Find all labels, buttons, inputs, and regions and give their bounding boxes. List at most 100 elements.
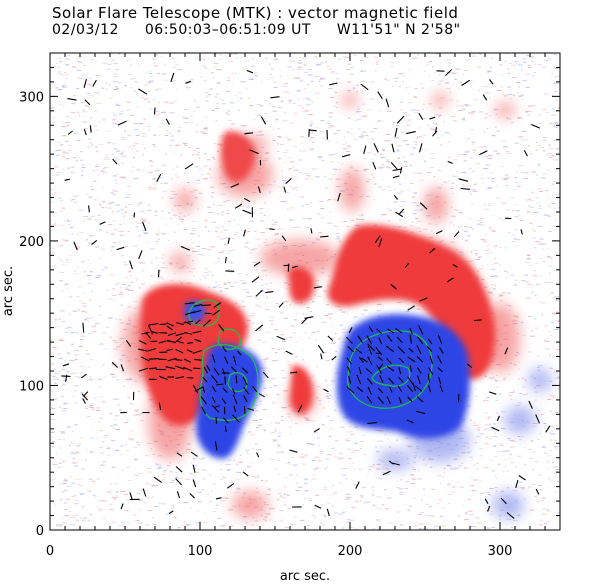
noise-speck <box>160 120 165 121</box>
field-vector <box>506 512 515 519</box>
noise-speck <box>228 237 232 239</box>
noise-speck <box>78 112 80 114</box>
noise-speck <box>463 70 469 71</box>
noise-speck <box>527 171 529 173</box>
noise-speck <box>62 168 65 170</box>
noise-speck <box>293 187 299 188</box>
noise-speck <box>191 242 195 244</box>
noise-speck <box>120 137 125 139</box>
noise-speck <box>337 169 342 170</box>
noise-speck <box>91 144 94 146</box>
y-tick-label: 0 <box>36 524 44 539</box>
noise-speck <box>271 422 272 424</box>
noise-speck <box>261 270 267 272</box>
noise-speck <box>135 519 140 521</box>
noise-speck <box>215 227 221 229</box>
noise-speck <box>67 219 69 221</box>
field-vector <box>438 376 442 385</box>
noise-speck <box>207 206 211 208</box>
noise-speck <box>255 304 260 306</box>
noise-speck <box>471 141 476 143</box>
noise-speck <box>374 56 378 58</box>
noise-speck <box>483 429 487 431</box>
noise-speck <box>219 98 222 100</box>
noise-speck <box>96 103 102 104</box>
noise-speck <box>354 442 358 444</box>
noise-speck <box>325 396 329 398</box>
noise-speck <box>289 60 291 62</box>
noise-speck <box>252 261 257 263</box>
noise-speck <box>416 137 419 139</box>
noise-speck <box>388 161 392 163</box>
noise-speck <box>411 147 417 149</box>
noise-speck <box>168 240 170 242</box>
noise-speck <box>415 222 417 224</box>
noise-speck <box>319 79 321 81</box>
noise-speck <box>356 119 362 121</box>
noise-speck <box>463 104 468 106</box>
noise-speck <box>141 262 146 264</box>
noise-speck <box>456 171 458 173</box>
noise-speck <box>51 252 54 254</box>
noise-speck <box>72 462 77 464</box>
noise-speck <box>106 326 110 328</box>
field-vector <box>445 69 453 76</box>
noise-speck <box>269 459 275 461</box>
noise-speck <box>304 323 307 325</box>
noise-speck <box>116 182 118 184</box>
noise-speck <box>124 211 128 213</box>
noise-speck <box>94 495 97 497</box>
noise-speck <box>315 92 320 94</box>
noise-speck <box>408 505 413 507</box>
noise-speck <box>225 237 230 239</box>
noise-speck <box>61 290 64 292</box>
noise-speck <box>94 323 100 325</box>
field-vector <box>183 366 193 372</box>
noise-speck <box>109 203 111 205</box>
noise-speck <box>400 479 403 481</box>
noise-speck <box>311 334 313 336</box>
noise-speck <box>283 91 289 93</box>
noise-speck <box>469 514 474 516</box>
noise-speck <box>164 64 167 66</box>
noise-speck <box>239 454 242 456</box>
noise-speck <box>327 393 330 394</box>
noise-speck <box>187 182 190 183</box>
noise-speck <box>232 237 235 239</box>
noise-speck <box>269 192 271 194</box>
noise-speck <box>373 198 375 200</box>
noise-speck <box>268 487 271 489</box>
noise-speck <box>113 194 117 195</box>
noise-speck <box>478 256 482 258</box>
noise-speck <box>489 438 491 440</box>
field-vector <box>176 322 184 326</box>
noise-speck <box>61 522 66 524</box>
field-vector <box>376 328 383 335</box>
noise-speck <box>113 62 118 64</box>
field-vector <box>176 491 181 499</box>
noise-speck <box>505 151 510 153</box>
noise-speck <box>175 88 177 90</box>
noise-speck <box>283 390 288 392</box>
field-vector <box>61 375 71 377</box>
noise-speck <box>280 96 282 98</box>
noise-speck <box>107 64 112 66</box>
noise-speck <box>540 302 546 304</box>
noise-speck <box>130 379 134 381</box>
noise-speck <box>173 169 175 171</box>
field-vector <box>212 309 221 316</box>
noise-speck <box>304 478 308 480</box>
noise-speck <box>82 121 87 123</box>
noise-speck <box>63 402 68 404</box>
noise-speck <box>60 144 64 146</box>
noise-speck <box>220 54 222 56</box>
noise-speck <box>59 245 62 247</box>
field-vector <box>170 72 175 83</box>
noise-speck <box>522 99 524 100</box>
noise-speck <box>315 176 320 178</box>
noise-speck <box>469 419 473 421</box>
noise-speck <box>472 53 475 55</box>
noise-speck <box>256 104 261 105</box>
field-vector <box>385 345 395 353</box>
noise-speck <box>76 295 80 297</box>
